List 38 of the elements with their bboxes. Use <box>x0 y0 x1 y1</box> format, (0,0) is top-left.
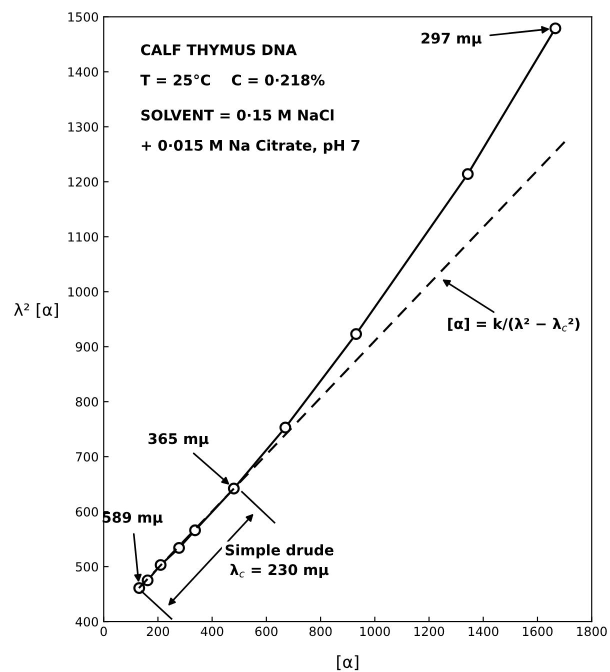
point <box>549 22 562 34</box>
annotation: SOLVENT = 0·15 M NaCl <box>141 109 334 121</box>
y-tick-label: 700 <box>76 452 98 462</box>
annotation: T = 25°C C = 0·218% <box>140 74 325 86</box>
x-tick-label: 1800 <box>577 626 607 636</box>
annotation: Simple drude λ$_{c}$ = 230 mμ <box>226 544 334 578</box>
x-tick-label: 0 <box>100 626 107 636</box>
x-axis-title: [α] <box>337 655 358 670</box>
y-tick-label: 400 <box>76 617 98 627</box>
point <box>189 524 201 536</box>
x-tick-label: 1000 <box>360 626 390 636</box>
point <box>462 168 474 180</box>
y-tick-label: 1500 <box>68 12 98 22</box>
y-tick-label: 500 <box>76 562 98 572</box>
x-tick-label: 200 <box>146 626 170 636</box>
y-tick-label: 600 <box>76 507 98 517</box>
point <box>173 542 185 554</box>
y-axis-title: λ² [α] <box>14 303 58 318</box>
y-tick-label: 900 <box>76 342 98 352</box>
annotation: + 0·015 M Na Citrate, pH 7 <box>142 140 360 154</box>
y-tick-label: 1100 <box>68 232 98 242</box>
annotation: CALF THYMUS DNA <box>141 44 297 56</box>
x-tick-label: 1200 <box>414 626 444 636</box>
annotation: 297 mμ <box>422 32 482 47</box>
annotation: 365 mμ <box>148 433 209 447</box>
x-tick-label: 1600 <box>522 626 553 636</box>
y-tick-label: 1400 <box>68 67 98 77</box>
x-tick-label: 800 <box>310 626 332 636</box>
y-tick-label: 800 <box>76 397 98 407</box>
x-tick-label: 1400 <box>468 626 498 636</box>
annotation: [α] = k/(λ² − λ$_{c}$²) <box>448 318 580 332</box>
y-tick-label: 1300 <box>68 122 98 132</box>
point <box>279 422 292 434</box>
y-tick-label: 1200 <box>68 177 98 187</box>
point <box>350 328 362 340</box>
y-tick-label: 1000 <box>68 287 98 297</box>
x-tick-label: 600 <box>255 626 278 636</box>
x-tick-label: 400 <box>200 626 224 636</box>
